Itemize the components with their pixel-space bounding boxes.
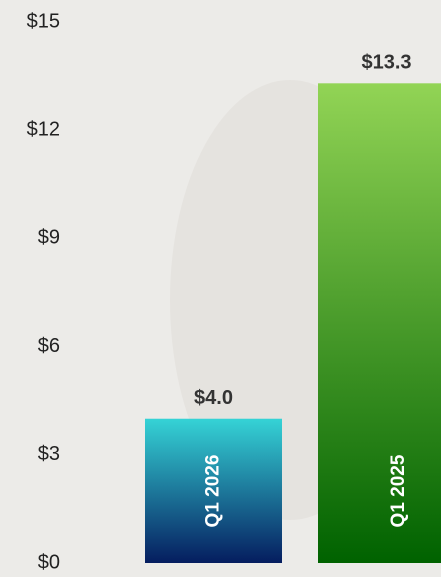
y-tick-label: $0 [38, 551, 60, 573]
y-tick-label: $6 [38, 335, 60, 357]
value-label: $13.3 [361, 52, 411, 74]
chart: $0 $3 $6 $9 $12 $15 $4.0 Q1 2026 $13.3 Q1 2025 [0, 0, 441, 577]
y-tick-label: $15 [27, 10, 60, 32]
page: {"chart_data": {"type": "bar", "categori… [0, 0, 441, 577]
y-tick-label: $12 [27, 118, 60, 140]
value-label: $4.0 [194, 387, 233, 409]
y-tick-label: $9 [38, 227, 60, 249]
bar [318, 83, 441, 563]
category-label: Q1 2025 [388, 454, 409, 527]
category-label: Q1 2026 [203, 455, 224, 528]
y-tick-label: $3 [38, 443, 60, 465]
